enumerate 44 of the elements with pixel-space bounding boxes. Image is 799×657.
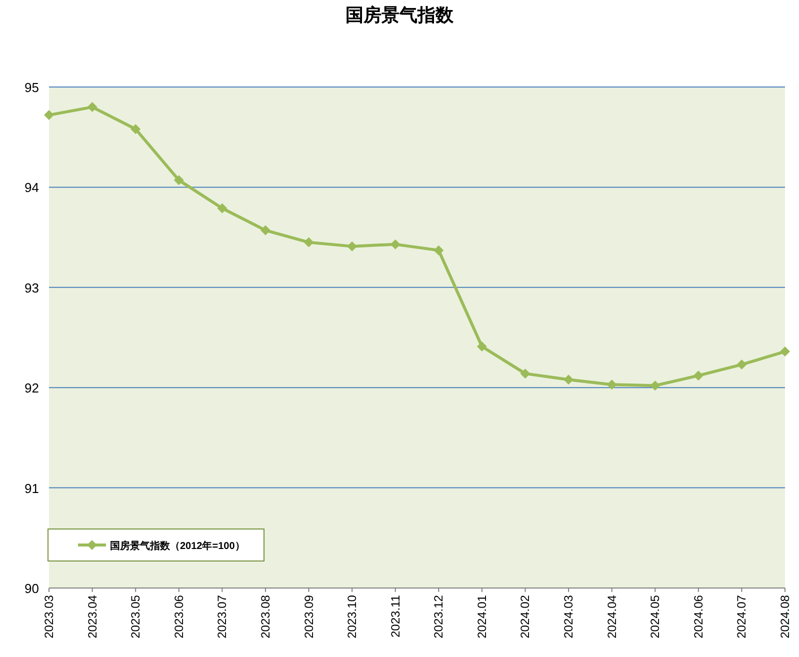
x-tick-label: 2023.08	[258, 594, 272, 638]
x-tick-label: 2024.08	[778, 594, 792, 638]
point	[217, 203, 228, 214]
point	[434, 245, 444, 256]
point	[736, 360, 747, 370]
legend-label: 国房景气指数（2012年=100）	[110, 540, 245, 552]
x-tick-label: 2023.09	[302, 594, 316, 638]
point	[260, 225, 270, 236]
point	[347, 241, 358, 252]
x-tick-label: 2023.04	[85, 594, 100, 638]
x-tick-label: 2023.12	[432, 594, 446, 638]
x-tick-label: 2024.05	[648, 594, 662, 638]
x-tick-label: 2024.06	[691, 594, 706, 638]
x-tick-label: 2023.10	[345, 594, 360, 638]
point	[650, 380, 660, 391]
x-tick-label: 2023.05	[128, 594, 143, 638]
point	[520, 368, 530, 379]
y-tick-label: 94	[24, 180, 39, 196]
point	[476, 342, 487, 352]
point	[87, 102, 98, 112]
point	[174, 175, 184, 186]
x-tick-label: 2024.07	[734, 594, 749, 638]
point	[44, 110, 54, 120]
x-tick-label: 2024.01	[474, 594, 489, 638]
y-tick-label: 93	[24, 280, 39, 296]
point	[390, 239, 400, 250]
point	[606, 380, 617, 390]
x-tick-label: 2023.07	[215, 594, 230, 638]
y-tick-label: 92	[24, 380, 39, 396]
y-tick-label: 95	[24, 80, 39, 95]
y-tick-label: 91	[24, 480, 39, 496]
point	[564, 374, 574, 385]
x-tick-label: 2024.04	[604, 594, 619, 638]
x-tick-label: 2023.06	[172, 594, 186, 638]
point	[693, 370, 704, 381]
point	[130, 124, 141, 134]
x-tick-label: 2024.02	[518, 594, 532, 638]
x-tick-label: 2023.11	[388, 594, 402, 638]
chart-title: 国房景气指数	[346, 5, 454, 25]
y-tick-label: 90	[24, 581, 39, 596]
point	[304, 237, 314, 248]
point	[780, 346, 790, 357]
x-tick-label: 2023.03	[42, 594, 56, 638]
x-tick-label: 2024.03	[562, 594, 576, 638]
